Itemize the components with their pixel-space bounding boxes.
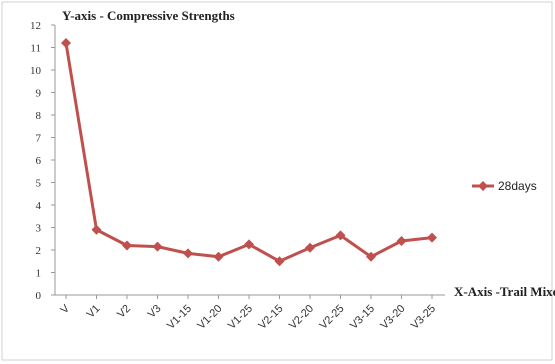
y-tick-label: 7 (36, 133, 42, 145)
y-tick-label: 6 (36, 155, 42, 167)
y-tick-label: 8 (36, 110, 42, 122)
data-point (152, 241, 163, 252)
data-point (396, 236, 407, 246)
series-layer (61, 38, 437, 267)
data-point (183, 248, 193, 259)
x-axis-title: X-Axis -Trail Mixes (454, 284, 555, 299)
legend-label: 28days (498, 179, 537, 193)
y-tick-label: 12 (30, 20, 41, 32)
y-axis-title: Y-axis - Compressive Strengths (62, 8, 235, 23)
legend: 28days (472, 179, 537, 193)
y-tick-label: 0 (36, 290, 42, 302)
data-point (122, 240, 132, 251)
y-tick-label: 5 (36, 178, 42, 190)
y-tick-label: 3 (36, 223, 42, 235)
y-tick-label: 11 (30, 43, 41, 55)
data-point (335, 230, 346, 241)
legend-marker (478, 181, 488, 191)
y-tick-label: 4 (36, 200, 42, 212)
y-tick-label: 10 (30, 65, 42, 77)
data-point (274, 256, 285, 267)
data-point (366, 251, 376, 262)
y-tick-label: 9 (36, 88, 42, 100)
data-point (305, 242, 315, 253)
data-point (213, 251, 224, 262)
y-tick-label: 1 (36, 268, 42, 280)
data-point (91, 224, 102, 235)
data-point (61, 38, 71, 48)
y-tick-label: 2 (36, 245, 42, 257)
data-point (427, 232, 437, 243)
data-point (244, 239, 254, 250)
